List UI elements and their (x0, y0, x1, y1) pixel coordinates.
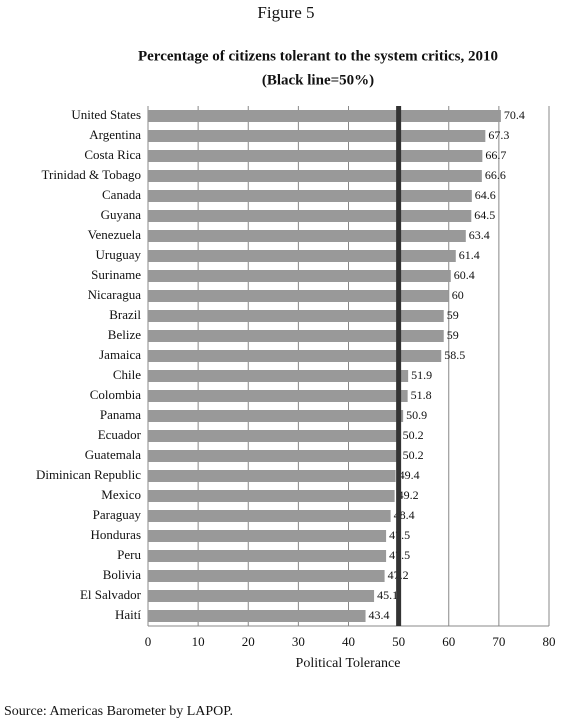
value-label: 59 (447, 308, 459, 322)
x-tick-label: 60 (442, 634, 455, 649)
value-label: 64.6 (475, 188, 496, 202)
x-tick-label: 10 (192, 634, 205, 649)
category-label: El Salvador (80, 587, 142, 602)
category-label: Colombia (90, 387, 142, 402)
chart-subtitle: (Black line=50%) (262, 72, 374, 88)
value-label: 64.5 (474, 208, 495, 222)
bar (148, 590, 375, 602)
value-label: 59 (447, 328, 459, 342)
bar (148, 150, 483, 162)
value-label: 51.9 (411, 368, 432, 382)
category-label: Trinidad & Tobago (42, 167, 142, 182)
bar (148, 130, 486, 142)
category-label: Bolivia (103, 567, 142, 582)
bar (148, 370, 409, 382)
bar (148, 170, 482, 182)
category-label: Nicaragua (88, 287, 142, 302)
category-label: Haití (115, 607, 141, 622)
value-label: 67.3 (488, 128, 509, 142)
category-label: Panama (100, 407, 141, 422)
bar (148, 510, 391, 522)
category-label: Peru (117, 547, 141, 562)
category-label: Paraguay (93, 507, 142, 522)
x-tick-label: 50 (392, 634, 405, 649)
x-tick-label: 70 (492, 634, 505, 649)
bar (148, 550, 387, 562)
value-label: 66.6 (485, 168, 506, 182)
x-tick-label: 0 (145, 634, 152, 649)
category-label: Suriname (91, 267, 141, 282)
value-label: 70.4 (504, 108, 525, 122)
bar (148, 390, 408, 402)
category-label: Brazil (109, 307, 141, 322)
value-label: 60.4 (454, 268, 475, 282)
category-label: Venezuela (88, 227, 142, 242)
bar (148, 430, 400, 442)
chart-title: Percentage of citizens tolerant to the s… (138, 48, 498, 64)
x-tick-label: 30 (292, 634, 305, 649)
value-label: 49.2 (398, 488, 419, 502)
bar (148, 310, 444, 322)
value-label: 50.9 (406, 408, 427, 422)
bar (148, 470, 396, 482)
bar (148, 250, 456, 262)
bar (148, 210, 472, 222)
category-label: Costa Rica (84, 147, 141, 162)
category-label: Guyana (101, 207, 142, 222)
bar (148, 110, 501, 122)
bar (148, 410, 404, 422)
value-label: 45.1 (377, 588, 398, 602)
value-label: 58.5 (444, 348, 465, 362)
value-label: 51.8 (411, 388, 432, 402)
value-label: 49.4 (399, 468, 420, 482)
value-label: 50.2 (403, 448, 424, 462)
bar (148, 570, 385, 582)
category-label: United States (71, 107, 141, 122)
bar (148, 490, 395, 502)
value-label: 50.2 (403, 428, 424, 442)
category-label: Mexico (101, 487, 141, 502)
category-label: Argentina (89, 127, 141, 142)
bar (148, 350, 442, 362)
bar (148, 230, 466, 242)
x-tick-label: 20 (242, 634, 255, 649)
category-label: Diminican Republic (36, 467, 141, 482)
category-label: Honduras (90, 527, 141, 542)
category-label: Jamaica (99, 347, 141, 362)
category-label: Uruguay (96, 247, 142, 262)
value-label: 61.4 (459, 248, 480, 262)
bar (148, 610, 366, 622)
x-tick-label: 40 (342, 634, 355, 649)
value-label: 66.7 (485, 148, 506, 162)
figure-label: Figure 5 (257, 3, 314, 22)
value-label: 63.4 (469, 228, 490, 242)
category-label: Ecuador (98, 427, 142, 442)
bar (148, 190, 472, 202)
bar (148, 270, 451, 282)
category-label: Belize (108, 327, 141, 342)
bar (148, 450, 400, 462)
category-label: Canada (102, 187, 141, 202)
value-label: 60 (452, 288, 464, 302)
source-note: Source: Americas Barometer by LAPOP. (4, 704, 233, 719)
bar (148, 530, 387, 542)
x-axis-label: Political Tolerance (296, 656, 401, 671)
bar (148, 330, 444, 342)
category-label: Guatemala (85, 447, 142, 462)
category-label: Chile (113, 367, 141, 382)
value-label: 43.4 (369, 608, 390, 622)
x-tick-label: 80 (543, 634, 556, 649)
bar (148, 290, 449, 302)
